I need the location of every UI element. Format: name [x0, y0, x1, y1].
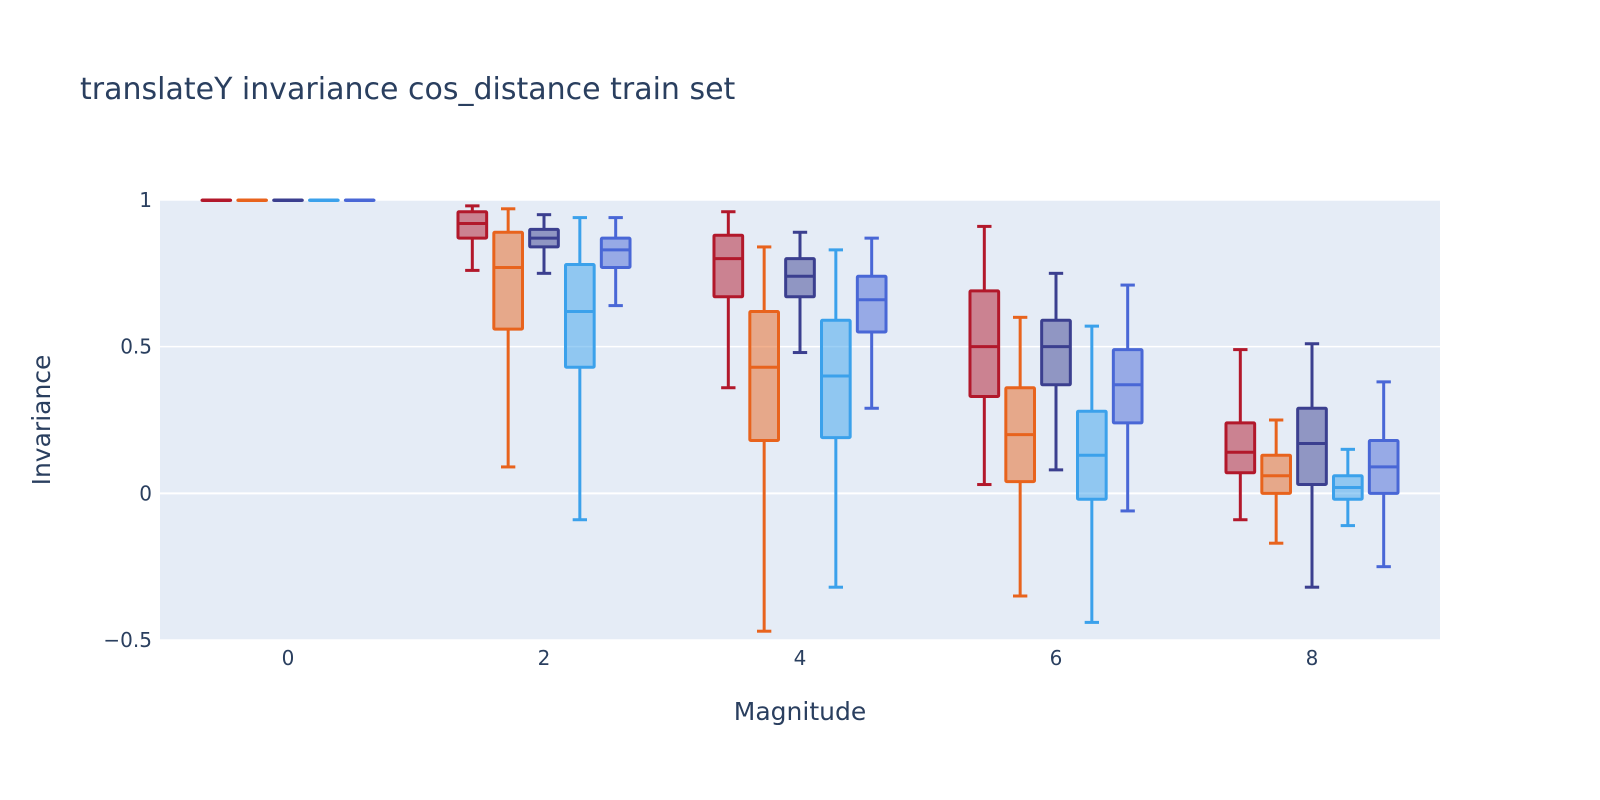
y-tick-label: −0.5: [103, 628, 152, 652]
box-mark: [1111, 283, 1144, 513]
box-iqr: [1224, 421, 1257, 475]
box-mark: [528, 213, 560, 275]
box-iqr: [492, 230, 524, 331]
box-iqr: [968, 289, 1001, 399]
box-iqr: [855, 274, 888, 334]
box-iqr: [712, 233, 745, 299]
box-series: [200, 198, 1257, 522]
box-mark: [712, 210, 745, 390]
box-iqr: [564, 263, 596, 369]
box-series: [308, 198, 1364, 624]
box-iqr: [820, 318, 852, 440]
y-tick-label: 0.5: [120, 335, 152, 359]
box-mark: [820, 248, 852, 589]
box-mark: [1332, 447, 1364, 528]
box-iqr: [748, 309, 780, 443]
box-mark: [456, 204, 489, 272]
box-iqr: [1296, 406, 1328, 487]
box-mark: [1296, 342, 1328, 589]
box-mark: [272, 198, 304, 202]
box-mark: [748, 245, 780, 633]
box-mark: [492, 207, 524, 469]
box-mark: [564, 216, 596, 522]
box-mark: [236, 198, 268, 202]
box-mark: [308, 198, 340, 202]
box-mark: [1367, 380, 1400, 569]
box-mark: [343, 198, 376, 202]
box-mark: [855, 236, 888, 410]
box-series-group: [200, 198, 1400, 633]
box-series: [272, 198, 1328, 589]
box-mark: [200, 198, 233, 202]
x-axis-title: Magnitude: [734, 697, 866, 726]
box-mark: [968, 224, 1001, 487]
box-mark: [1004, 315, 1036, 598]
box-mark: [1224, 348, 1257, 522]
chart-title: translateY invariance cos_distance train…: [80, 72, 736, 107]
y-axis-title: Invariance: [27, 355, 56, 486]
box-series: [343, 198, 1400, 569]
y-axis-ticks: −0.5 0 0.5 1: [103, 188, 152, 652]
box-mark: [1040, 271, 1072, 472]
y-tick-label: 0: [139, 481, 152, 505]
y-tick-label: 1: [139, 188, 152, 212]
box-mark: [1260, 418, 1292, 545]
box-mark: [1076, 324, 1108, 624]
x-tick-label: 6: [1050, 646, 1063, 670]
box-mark: [784, 230, 816, 355]
box-iqr: [599, 236, 632, 269]
x-tick-label: 2: [538, 646, 551, 670]
x-axis-ticks: 0 2 4 6 8: [282, 646, 1319, 670]
x-tick-label: 0: [282, 646, 295, 670]
box-mark: [599, 216, 632, 308]
x-tick-label: 4: [794, 646, 807, 670]
x-tick-label: 8: [1306, 646, 1319, 670]
box-iqr: [1040, 318, 1072, 387]
box-series: [236, 198, 1292, 633]
